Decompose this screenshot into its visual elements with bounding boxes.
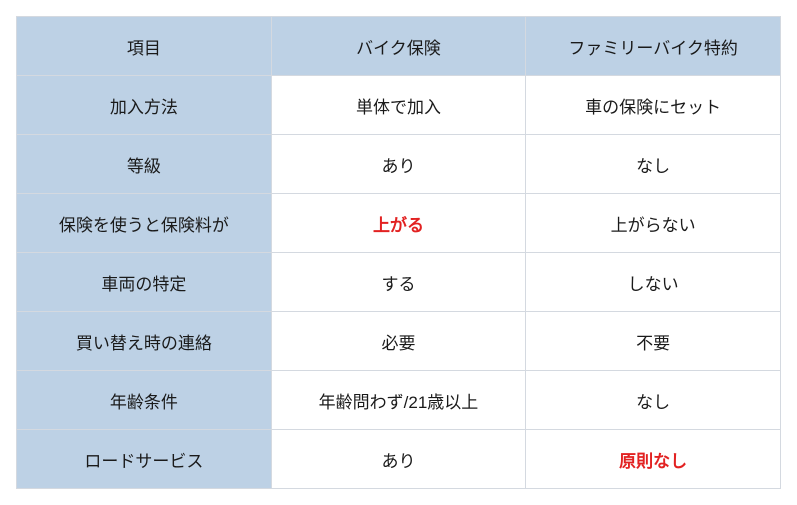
cell-bike-insurance: する [271, 253, 526, 312]
table-body: 加入方法単体で加入車の保険にセット等級ありなし保険を使うと保険料が上がる上がらな… [17, 76, 781, 489]
cell-bike-insurance: 年齢問わず/21歳以上 [271, 371, 526, 430]
cell-family-bike: なし [526, 371, 781, 430]
cell-bike-insurance: 上がる [271, 194, 526, 253]
row-label: 保険を使うと保険料が [17, 194, 272, 253]
cell-bike-insurance: 単体で加入 [271, 76, 526, 135]
cell-bike-insurance: あり [271, 135, 526, 194]
header-bike-insurance: バイク保険 [271, 17, 526, 76]
cell-family-bike: 車の保険にセット [526, 76, 781, 135]
row-label: 買い替え時の連絡 [17, 312, 272, 371]
table-row: 加入方法単体で加入車の保険にセット [17, 76, 781, 135]
header-item: 項目 [17, 17, 272, 76]
row-label: ロードサービス [17, 430, 272, 489]
row-label: 加入方法 [17, 76, 272, 135]
header-family-bike: ファミリーバイク特約 [526, 17, 781, 76]
table-row: ロードサービスあり原則なし [17, 430, 781, 489]
table-row: 保険を使うと保険料が上がる上がらない [17, 194, 781, 253]
cell-bike-insurance: あり [271, 430, 526, 489]
row-label: 等級 [17, 135, 272, 194]
cell-family-bike: 原則なし [526, 430, 781, 489]
table-row: 年齢条件年齢問わず/21歳以上なし [17, 371, 781, 430]
cell-family-bike: なし [526, 135, 781, 194]
table-row: 等級ありなし [17, 135, 781, 194]
cell-family-bike: 上がらない [526, 194, 781, 253]
cell-bike-insurance: 必要 [271, 312, 526, 371]
table-row: 買い替え時の連絡必要不要 [17, 312, 781, 371]
row-label: 年齢条件 [17, 371, 272, 430]
cell-family-bike: しない [526, 253, 781, 312]
row-label: 車両の特定 [17, 253, 272, 312]
cell-family-bike: 不要 [526, 312, 781, 371]
comparison-table: 項目 バイク保険 ファミリーバイク特約 加入方法単体で加入車の保険にセット等級あ… [16, 16, 781, 489]
header-row: 項目 バイク保険 ファミリーバイク特約 [17, 17, 781, 76]
table-row: 車両の特定するしない [17, 253, 781, 312]
